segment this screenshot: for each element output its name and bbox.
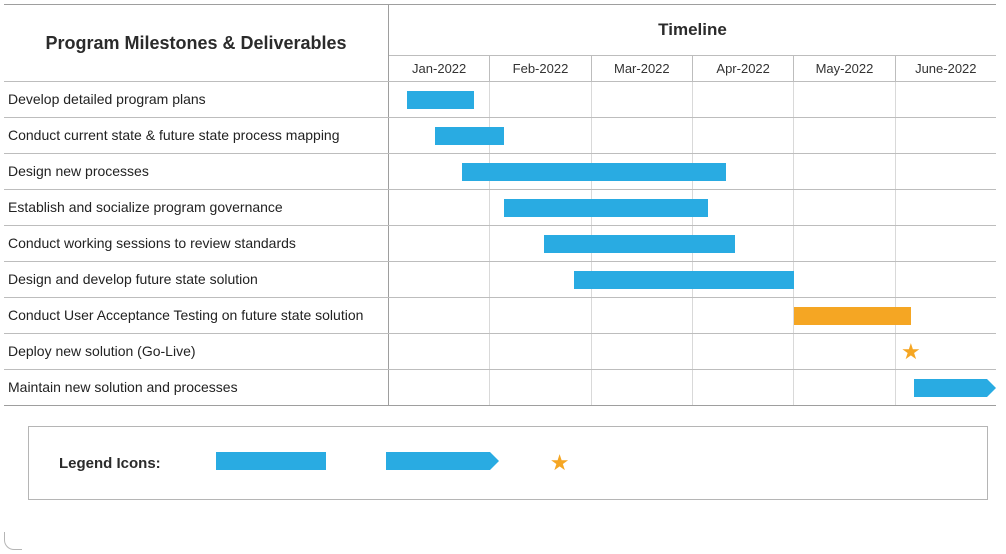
task-lane (389, 298, 996, 333)
table-row: Conduct User Acceptance Testing on futur… (4, 297, 996, 333)
gantt-bar (794, 307, 911, 325)
header-row: Program Milestones & Deliverables Timeli… (4, 5, 996, 81)
gantt-bar (504, 199, 707, 217)
table-row: Deploy new solution (Go-Live) ★ (4, 333, 996, 369)
legend-bar-icon (216, 452, 326, 470)
month-cell: Feb-2022 (489, 56, 590, 81)
month-cell: June-2022 (895, 56, 996, 81)
task-label: Develop detailed program plans (4, 82, 389, 117)
task-label: Establish and socialize program governan… (4, 190, 389, 225)
gantt-body: Develop detailed program plansConduct cu… (4, 81, 996, 405)
task-lane (389, 190, 996, 225)
task-lane (389, 262, 996, 297)
legend-items: ★ (216, 450, 630, 476)
months-row: Jan-2022Feb-2022Mar-2022Apr-2022May-2022… (389, 55, 996, 81)
gantt-bar (407, 91, 474, 109)
task-label: Conduct User Acceptance Testing on futur… (4, 298, 389, 333)
table-row: Conduct current state & future state pro… (4, 117, 996, 153)
legend-item: ★ (550, 450, 570, 476)
task-lane (389, 370, 996, 405)
gantt-chart: Program Milestones & Deliverables Timeli… (4, 4, 996, 500)
month-cell: Apr-2022 (692, 56, 793, 81)
gantt-bar (574, 271, 794, 289)
gantt-bar (435, 127, 505, 145)
task-label: Design and develop future state solution (4, 262, 389, 297)
table-row: Establish and socialize program governan… (4, 189, 996, 225)
gantt-bar (544, 235, 735, 253)
table-row: Design and develop future state solution (4, 261, 996, 297)
gantt-arrow-bar (914, 379, 987, 397)
timeline-header: Timeline Jan-2022Feb-2022Mar-2022Apr-202… (389, 5, 996, 81)
table-row: Design new processes (4, 153, 996, 189)
month-cell: May-2022 (793, 56, 894, 81)
task-lane: ★ (389, 334, 996, 369)
legend-arrow-icon (386, 452, 490, 470)
legend-item (386, 452, 490, 470)
milestone-star-icon: ★ (901, 341, 921, 363)
legend-title: Legend Icons: (59, 455, 161, 472)
task-label: Design new processes (4, 154, 389, 189)
gantt-bar (462, 163, 726, 181)
task-lane (389, 118, 996, 153)
task-label: Maintain new solution and processes (4, 370, 389, 405)
legend-item (216, 452, 326, 470)
task-lane (389, 226, 996, 261)
task-label: Conduct current state & future state pro… (4, 118, 389, 153)
table-row: Develop detailed program plans (4, 81, 996, 117)
left-title: Program Milestones & Deliverables (4, 5, 389, 81)
right-title: Timeline (389, 5, 996, 55)
table-row: Maintain new solution and processes (4, 369, 996, 405)
task-label: Deploy new solution (Go-Live) (4, 334, 389, 369)
table-row: Conduct working sessions to review stand… (4, 225, 996, 261)
month-cell: Jan-2022 (389, 56, 489, 81)
legend-box: Legend Icons: ★ (28, 426, 988, 500)
body-bottom-rule (4, 405, 996, 406)
month-cell: Mar-2022 (591, 56, 692, 81)
task-lane (389, 82, 996, 117)
legend-star-icon: ★ (550, 450, 570, 476)
task-label: Conduct working sessions to review stand… (4, 226, 389, 261)
task-lane (389, 154, 996, 189)
corner-decoration (4, 532, 22, 550)
